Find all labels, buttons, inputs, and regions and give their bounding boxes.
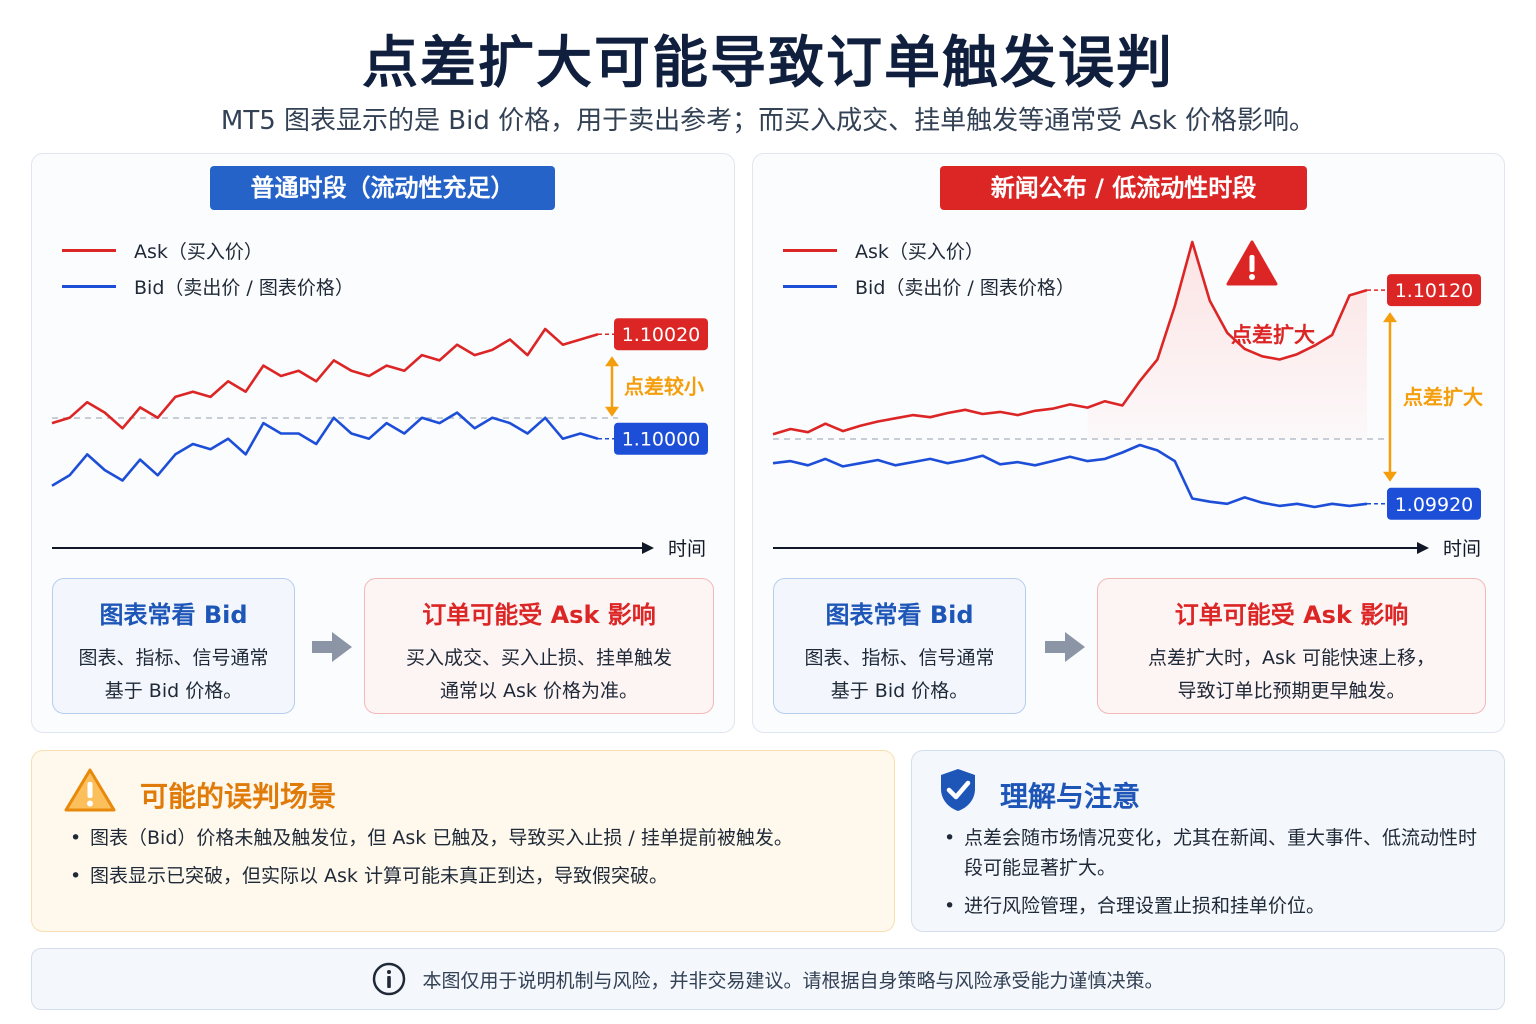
bid-legend-label: Bid（卖出价 / 图表价格） — [855, 276, 1075, 299]
scenario-bullet: 图表（Bid）价格未触及触发位，但 Ask 已触及，导致买入止损 / 挂单提前被… — [70, 823, 890, 853]
bid-box-line: 图表、指标、信号通常 — [804, 647, 995, 669]
ask-box-line: 导致订单比预期更早触发。 — [1177, 680, 1406, 702]
ask-price-line — [51, 327, 599, 430]
ask-legend-swatch — [62, 248, 116, 252]
bid-box-line: 基于 Bid 价格。 — [104, 680, 243, 702]
shield-check-icon — [941, 769, 975, 811]
bid-box-heading: 图表常看 Bid — [99, 601, 248, 629]
alert-mark — [1249, 255, 1255, 272]
page-title: 点差扩大可能导致订单触发误判 — [362, 31, 1174, 96]
bid-box-heading: 图表常看 Bid — [825, 601, 974, 629]
spread-arrow-head — [1383, 312, 1397, 323]
note-bullet: 点差会随市场情况变化，尤其在新闻、重大事件、低流动性时段可能显著扩大。 — [944, 823, 1484, 883]
time-axis-label: 时间 — [668, 538, 706, 560]
order-ask-info-box: 订单可能受 Ask 影响 买入成交、买入止损、挂单触发 通常以 Ask 价格为准… — [364, 578, 714, 714]
ask-legend-label: Ask（买入价） — [134, 240, 263, 263]
normal-session-panel: 1.10020 1.10000 点差较小时间 普通时段（流动性充足） Ask（买入价… — [31, 153, 735, 733]
bid-legend-swatch — [62, 284, 116, 288]
bid-price-line — [51, 411, 599, 487]
news-session-panel: 1.10120 1.09920 点差扩大时间 点差扩大 新闻公布 / 低流动性时段 A… — [752, 153, 1505, 733]
ask-price-tag — [1387, 274, 1481, 307]
notes-title: 理解与注意 — [1000, 780, 1141, 813]
right-arrow-icon — [312, 632, 352, 662]
bid-price-tag — [1387, 487, 1481, 520]
bid-price-tag — [614, 422, 708, 455]
ask-box-line: 通常以 Ask 价格为准。 — [440, 680, 638, 702]
order-ask-info-box: 订单可能受 Ask 影响 点差扩大时，Ask 可能快速上移， 导致订单比预期更早… — [1097, 578, 1486, 714]
warning-triangle-icon — [64, 768, 116, 812]
bid-box-line: 基于 Bid 价格。 — [830, 680, 969, 702]
bid-price-label: 1.10000 — [622, 429, 701, 451]
right-arrow-icon — [1045, 632, 1085, 662]
chart-bid-info-box: 图表常看 Bid 图表、指标、信号通常 基于 Bid 价格。 — [773, 578, 1026, 714]
spread-shaded-area — [1087, 242, 1367, 439]
understanding-notes-panel: 理解与注意 点差会随市场情况变化，尤其在新闻、重大事件、低流动性时段可能显著扩大… — [911, 750, 1505, 932]
scenario-bullet: 图表显示已突破，但实际以 Ask 计算可能未真正到达，导致假突破。 — [70, 861, 890, 891]
bid-legend-swatch — [783, 284, 837, 288]
info-icon — [373, 962, 406, 996]
spread-arrow-head — [605, 406, 619, 417]
time-axis-arrow — [1417, 542, 1429, 554]
spike-label: 点差扩大 — [1231, 323, 1315, 347]
ask-box-line: 点差扩大时，Ask 可能快速上移， — [1148, 647, 1435, 669]
spread-arrow-head — [1383, 471, 1397, 482]
spread-label: 点差较小 — [624, 374, 704, 398]
news-session-title: 新闻公布 / 低流动性时段 — [940, 166, 1307, 210]
bid-legend-label: Bid（卖出价 / 图表价格） — [134, 276, 354, 299]
ask-price-tag — [614, 318, 708, 351]
misjudgment-scenarios-panel: 可能的误判场景 图表（Bid）价格未触及触发位，但 Ask 已触及，导致买入止损… — [31, 750, 895, 932]
page-subtitle: MT5 图表显示的是 Bid 价格，用于卖出参考；而买入成交、挂单触发等通常受 … — [220, 106, 1316, 136]
scenarios-title: 可能的误判场景 — [140, 780, 337, 813]
bid-price-label: 1.09920 — [1395, 494, 1474, 516]
ask-price-label: 1.10120 — [1395, 280, 1474, 302]
ask-box-line: 买入成交、买入止损、挂单触发 — [405, 647, 672, 669]
chart-bid-info-box: 图表常看 Bid 图表、指标、信号通常 基于 Bid 价格。 — [52, 578, 295, 714]
note-bullet: 进行风险管理，合理设置止损和挂单价位。 — [944, 891, 1484, 921]
ask-box-heading: 订单可能受 Ask 影响 — [1174, 601, 1409, 629]
alert-dot — [1249, 274, 1255, 280]
ask-price-line — [772, 240, 1368, 436]
ask-legend-swatch — [783, 248, 837, 252]
bid-box-line: 图表、指标、信号通常 — [78, 647, 269, 669]
time-axis-label: 时间 — [1443, 538, 1481, 560]
bid-price-line — [772, 443, 1368, 509]
spread-label: 点差扩大 — [1403, 385, 1483, 409]
disclaimer-text: 本图仅用于说明机制与风险，并非交易建议。请根据自身策略与风险承受能力谨慎决策。 — [422, 969, 1164, 992]
spread-arrow-head — [605, 356, 619, 367]
disclaimer-footer: 本图仅用于说明机制与风险，并非交易建议。请根据自身策略与风险承受能力谨慎决策。 — [31, 948, 1505, 1010]
normal-session-title: 普通时段（流动性充足） — [210, 166, 555, 210]
time-axis-arrow — [642, 542, 654, 554]
ask-box-heading: 订单可能受 Ask 影响 — [422, 601, 656, 629]
chart-legend: Ask（买入价） Bid（卖出价 / 图表价格） — [783, 232, 1075, 304]
ask-price-label: 1.10020 — [622, 324, 701, 346]
chart-legend: Ask（买入价） Bid（卖出价 / 图表价格） — [62, 232, 354, 304]
ask-legend-label: Ask（买入价） — [855, 240, 984, 263]
